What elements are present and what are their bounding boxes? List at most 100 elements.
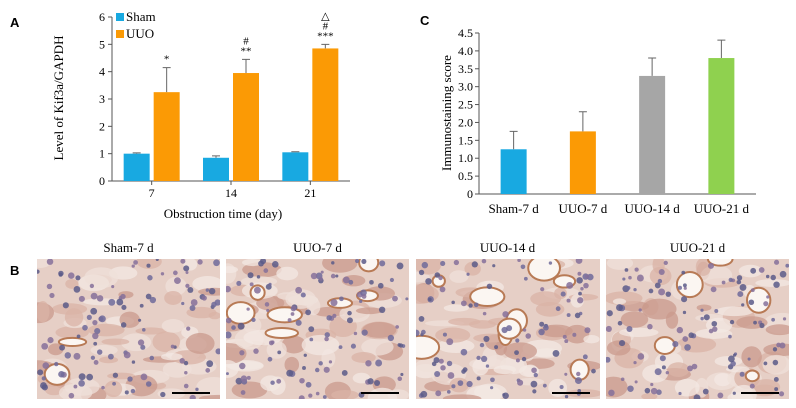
nucleus bbox=[330, 299, 338, 307]
nucleus bbox=[606, 325, 612, 332]
tissue-patch bbox=[256, 295, 285, 311]
nucleus bbox=[137, 339, 145, 346]
nucleus bbox=[315, 391, 320, 396]
nucleus bbox=[361, 259, 367, 264]
nucleus bbox=[644, 387, 651, 394]
nucleus bbox=[555, 306, 561, 312]
chart-c-errorbar bbox=[717, 39, 726, 59]
nucleus bbox=[741, 303, 745, 307]
nucleus bbox=[286, 369, 294, 377]
nucleus bbox=[453, 259, 460, 266]
nucleus bbox=[606, 310, 613, 317]
tissue-patch bbox=[755, 279, 789, 287]
nucleus bbox=[517, 379, 524, 386]
nucleus bbox=[271, 261, 279, 268]
nucleus bbox=[149, 355, 155, 361]
nucleus bbox=[650, 382, 654, 387]
nucleus bbox=[476, 355, 481, 361]
nucleus bbox=[576, 277, 583, 284]
nucleus bbox=[502, 392, 509, 399]
nucleus bbox=[657, 278, 663, 284]
nucleus bbox=[420, 329, 426, 335]
nucleus bbox=[566, 298, 571, 303]
nucleus bbox=[332, 313, 337, 318]
nucleus bbox=[688, 332, 695, 339]
nucleus bbox=[548, 261, 553, 265]
nucleus bbox=[759, 322, 765, 329]
nucleus bbox=[213, 259, 220, 267]
nucleus bbox=[656, 389, 662, 395]
nucleus bbox=[300, 292, 306, 298]
nucleus bbox=[116, 298, 124, 306]
nucleus bbox=[89, 283, 95, 289]
nucleus bbox=[658, 269, 665, 276]
nucleus bbox=[763, 361, 768, 366]
nucleus bbox=[707, 262, 714, 269]
nucleus bbox=[647, 323, 653, 330]
nucleus bbox=[665, 291, 672, 297]
nucleus bbox=[78, 295, 85, 302]
nucleus bbox=[729, 319, 735, 325]
nucleus bbox=[124, 390, 129, 395]
nucleus bbox=[75, 275, 81, 281]
nucleus bbox=[405, 297, 409, 301]
nucleus bbox=[766, 295, 770, 299]
nucleus bbox=[59, 344, 66, 351]
nucleus bbox=[748, 299, 755, 306]
nucleus bbox=[92, 320, 98, 326]
nucleus bbox=[466, 380, 473, 388]
nucleus bbox=[298, 395, 305, 399]
nucleus bbox=[736, 275, 743, 281]
nucleus bbox=[174, 277, 181, 285]
nucleus bbox=[515, 358, 520, 363]
chart-a-xlabel: Obstruction time (day) bbox=[164, 206, 282, 221]
nucleus bbox=[346, 317, 353, 324]
nucleus bbox=[564, 339, 569, 344]
nucleus bbox=[425, 278, 432, 285]
tissue-patch bbox=[58, 383, 93, 399]
nucleus bbox=[378, 306, 386, 314]
nucleus bbox=[739, 283, 747, 291]
tissue-patch bbox=[351, 352, 376, 363]
chart-c-bar bbox=[639, 75, 666, 194]
chart-c-bar bbox=[500, 149, 527, 194]
nucleus bbox=[49, 292, 55, 299]
tissue-patch bbox=[487, 354, 507, 368]
nucleus bbox=[190, 299, 198, 306]
tissue-patch bbox=[612, 298, 627, 305]
nucleus bbox=[702, 388, 709, 395]
nucleus bbox=[308, 393, 313, 398]
nucleus bbox=[46, 259, 54, 265]
nucleus bbox=[189, 305, 196, 311]
nucleus bbox=[776, 342, 781, 348]
nucleus bbox=[703, 314, 710, 321]
chart-c-ytick-label: 0.5 bbox=[458, 169, 473, 183]
chart-a-ytick-label: 0 bbox=[99, 174, 105, 188]
tissue-patch bbox=[285, 289, 317, 309]
nucleus bbox=[62, 302, 69, 309]
nucleus bbox=[239, 362, 246, 370]
tissue-patch bbox=[196, 377, 220, 397]
tissue-patch bbox=[583, 334, 600, 344]
nucleus bbox=[736, 279, 742, 285]
micrograph-sham-7d bbox=[37, 259, 220, 399]
nucleus bbox=[139, 303, 144, 308]
nucleus bbox=[398, 343, 404, 348]
tubule-lumen bbox=[706, 259, 734, 267]
chart-c-ytick-label: 3.5 bbox=[458, 62, 473, 76]
tissue-patch bbox=[695, 259, 712, 276]
nucleus bbox=[86, 314, 92, 320]
nucleus bbox=[375, 359, 383, 367]
tissue-patch bbox=[448, 317, 481, 326]
nucleus bbox=[197, 259, 203, 265]
nucleus bbox=[739, 371, 745, 377]
nucleus bbox=[322, 395, 327, 399]
nucleus bbox=[94, 327, 101, 335]
nucleus bbox=[64, 352, 72, 359]
nucleus bbox=[711, 320, 718, 327]
tissue-patch bbox=[322, 259, 358, 273]
chart-c-xtick-label: UUO-7 d bbox=[559, 201, 608, 216]
nucleus bbox=[86, 373, 94, 381]
tissue-patch bbox=[208, 311, 220, 320]
nucleus bbox=[654, 368, 662, 376]
